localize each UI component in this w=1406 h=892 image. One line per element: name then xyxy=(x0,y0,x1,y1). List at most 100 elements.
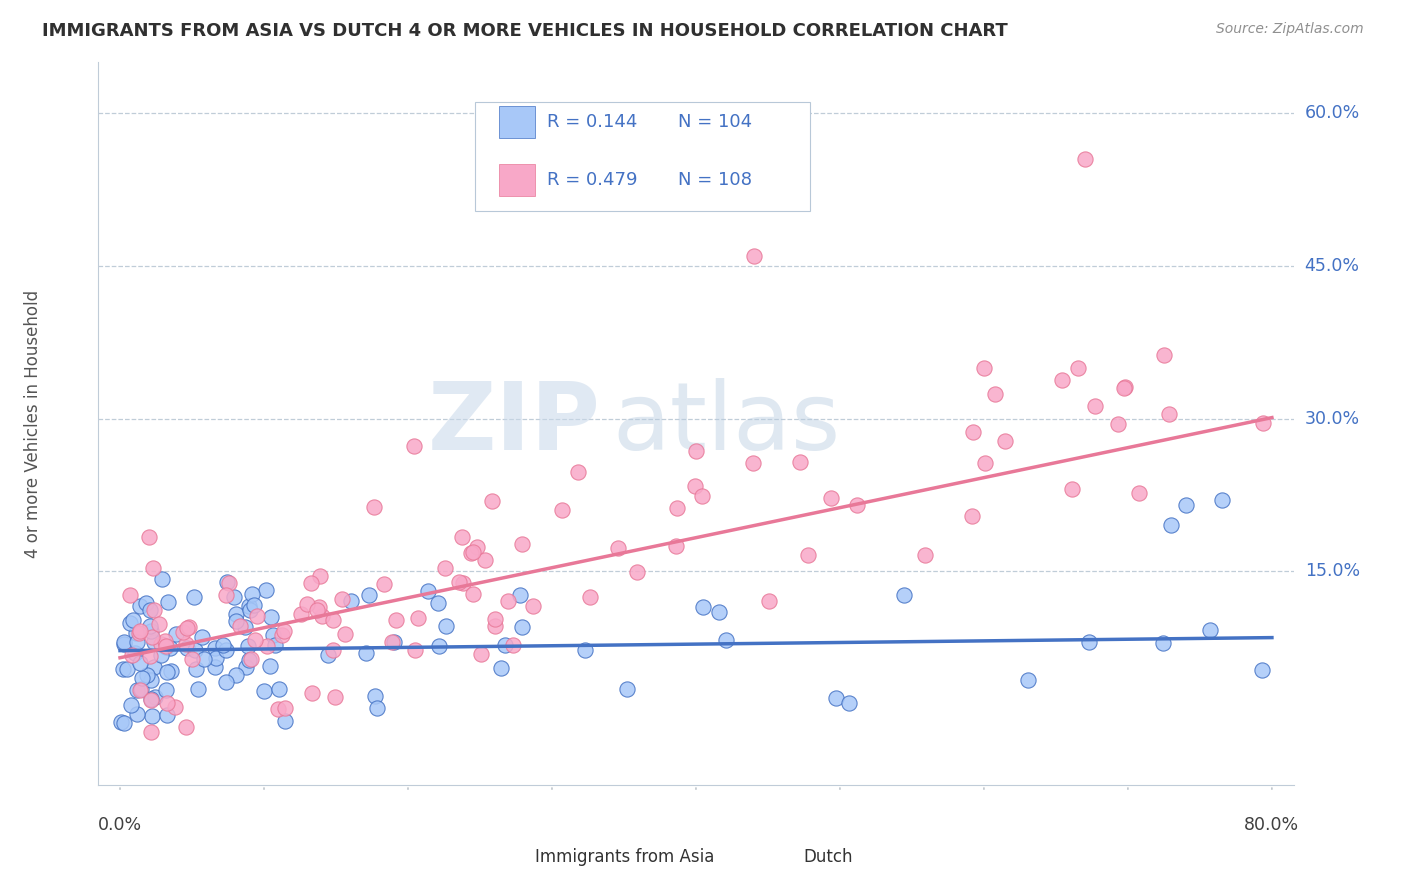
Point xyxy=(176,641,198,656)
Point xyxy=(139,673,162,688)
Point xyxy=(131,672,153,686)
Point xyxy=(893,588,915,602)
Point xyxy=(1107,417,1129,431)
Text: Source: ZipAtlas.com: Source: ZipAtlas.com xyxy=(1216,22,1364,37)
Point xyxy=(127,635,149,649)
Point xyxy=(716,633,738,648)
Point xyxy=(243,633,266,648)
Point xyxy=(242,598,264,612)
Point xyxy=(139,693,162,707)
Point xyxy=(174,637,197,651)
Point xyxy=(301,686,323,700)
Point xyxy=(299,575,322,590)
Point xyxy=(160,664,183,678)
Point xyxy=(984,386,1007,401)
Point xyxy=(381,635,404,649)
Point xyxy=(470,647,492,661)
Point xyxy=(309,569,332,583)
FancyBboxPatch shape xyxy=(494,840,523,873)
Point xyxy=(1152,636,1174,650)
Point xyxy=(264,638,287,652)
Point xyxy=(186,662,208,676)
Point xyxy=(357,588,380,602)
Point xyxy=(225,607,247,622)
Point xyxy=(236,639,259,653)
Point xyxy=(204,641,226,656)
Point xyxy=(125,707,148,722)
Point xyxy=(135,596,157,610)
Point xyxy=(128,656,150,670)
Point xyxy=(509,588,531,602)
Point xyxy=(228,619,250,633)
Point xyxy=(758,594,780,608)
Text: N = 104: N = 104 xyxy=(678,113,752,131)
Point xyxy=(354,646,377,660)
Point xyxy=(1017,673,1039,688)
Point xyxy=(1052,373,1074,387)
Text: 80.0%: 80.0% xyxy=(1244,815,1299,833)
Point xyxy=(143,603,166,617)
Point xyxy=(139,603,162,617)
Point xyxy=(235,660,257,674)
Point xyxy=(451,575,474,590)
Point xyxy=(481,493,503,508)
Point xyxy=(254,582,277,597)
Point xyxy=(825,691,848,706)
Point xyxy=(665,539,688,553)
Point xyxy=(510,620,533,634)
Text: R = 0.144: R = 0.144 xyxy=(547,113,637,131)
Point xyxy=(1077,634,1099,648)
Point xyxy=(1083,399,1105,413)
Point xyxy=(184,642,207,657)
Point xyxy=(177,619,200,633)
Text: 4 or more Vehicles in Household: 4 or more Vehicles in Household xyxy=(24,290,42,558)
Point xyxy=(742,249,765,263)
Point xyxy=(215,643,238,657)
Point xyxy=(224,590,246,604)
Point xyxy=(416,584,439,599)
Point xyxy=(239,603,262,617)
Point xyxy=(789,455,811,469)
Point xyxy=(238,653,260,667)
Point xyxy=(1062,482,1084,496)
Point xyxy=(820,491,842,505)
Text: ZIP: ZIP xyxy=(427,377,600,470)
FancyBboxPatch shape xyxy=(499,106,534,138)
Point xyxy=(240,587,263,601)
Point xyxy=(567,465,589,479)
Point xyxy=(685,479,707,493)
Point xyxy=(404,642,426,657)
Point xyxy=(217,575,239,590)
Point xyxy=(522,599,544,614)
Point xyxy=(225,668,247,682)
Point xyxy=(141,630,163,644)
Point xyxy=(111,662,134,676)
Point xyxy=(962,425,984,439)
Point xyxy=(489,661,512,675)
Point xyxy=(233,620,256,634)
Text: R = 0.479: R = 0.479 xyxy=(547,171,637,189)
Point xyxy=(1251,663,1274,677)
Point xyxy=(259,659,281,673)
Point xyxy=(385,613,408,627)
Point xyxy=(120,615,142,630)
Point xyxy=(373,576,395,591)
Point xyxy=(1066,361,1088,376)
Point xyxy=(157,595,180,609)
Point xyxy=(141,691,163,706)
Point xyxy=(846,498,869,512)
Point xyxy=(474,553,496,567)
Point xyxy=(690,489,713,503)
Point xyxy=(1153,348,1175,362)
Text: IMMIGRANTS FROM ASIA VS DUTCH 4 OR MORE VEHICLES IN HOUSEHOLD CORRELATION CHART: IMMIGRANTS FROM ASIA VS DUTCH 4 OR MORE … xyxy=(42,22,1008,40)
Point xyxy=(1211,493,1233,508)
Point xyxy=(461,544,484,558)
Point xyxy=(149,636,172,650)
FancyBboxPatch shape xyxy=(762,840,792,873)
Point xyxy=(551,503,574,517)
FancyBboxPatch shape xyxy=(499,163,534,196)
Point xyxy=(1199,624,1222,638)
Point xyxy=(124,646,146,660)
Point xyxy=(666,500,689,515)
Point xyxy=(121,648,143,662)
